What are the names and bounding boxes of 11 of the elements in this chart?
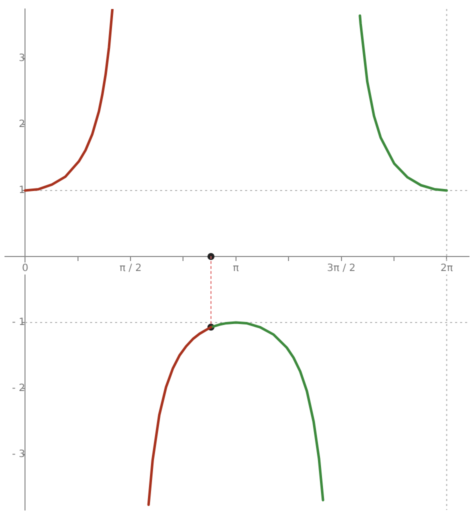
y-tick-label: 1 (18, 185, 26, 196)
x-tick-label: 2π (440, 263, 453, 274)
x-tick-label: 0 (22, 263, 28, 274)
y-tick-label: - 3 (12, 449, 26, 460)
y-tick-label: - 1 (12, 317, 26, 328)
x-tick-label: 3π / 2 (327, 263, 356, 274)
x-tick-label: π (232, 263, 239, 274)
y-tick-label: 2 (18, 119, 26, 130)
y-tick-label: 3 (18, 53, 26, 64)
y-tick-label: - 2 (12, 383, 26, 394)
x-tick-label: π / 2 (119, 263, 142, 274)
